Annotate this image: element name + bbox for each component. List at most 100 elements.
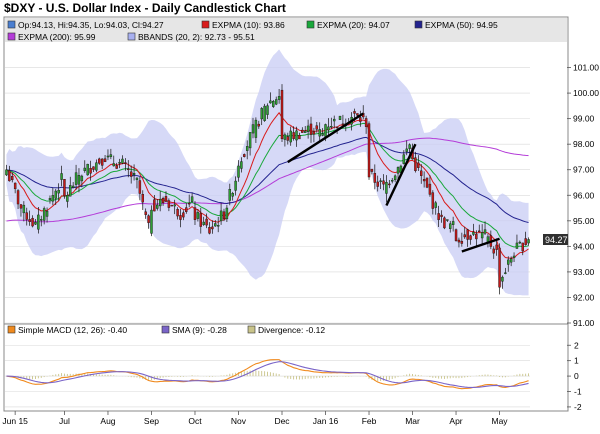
candle-body	[379, 180, 382, 182]
candle-body	[373, 172, 377, 183]
candle-body	[356, 113, 359, 116]
candle-body	[51, 195, 55, 202]
candle-body	[211, 226, 214, 230]
candle-body	[185, 207, 188, 212]
candle-body	[295, 130, 298, 141]
candle-body	[228, 188, 232, 201]
x-axis: Jun 15 Jul Aug Sep Oct Nov Dec Jan 16 Feb Mar Apr M…	[2, 411, 508, 426]
price-tick-label: 96.00	[573, 190, 595, 200]
trendline	[385, 143, 417, 207]
legend-expma50: EXPMA (50): 94.95	[425, 20, 498, 30]
candle-body	[167, 200, 171, 208]
candle-body	[205, 218, 208, 226]
candle-body	[28, 219, 31, 222]
candle-body	[274, 99, 278, 105]
candle-body	[60, 173, 63, 180]
candle-body	[324, 124, 327, 137]
candle-body	[115, 165, 118, 169]
month-label: Oct	[188, 416, 202, 426]
candle-body	[454, 229, 458, 241]
candle-body	[45, 210, 49, 217]
signal-line	[6, 361, 529, 389]
candle-body	[327, 126, 330, 131]
legend-ohlc: Op:94.13, Hi:94.35, Lo:94.03, Cl:94.27	[18, 20, 164, 30]
candle-body	[109, 154, 113, 157]
candle-body	[277, 96, 281, 100]
macd-tick-label: 2	[574, 340, 579, 350]
legend-bbands: BBANDS (20, 2): 92.73 - 95.51	[138, 32, 255, 42]
candle-body	[118, 162, 121, 164]
candle-body	[478, 230, 481, 233]
candle-body	[457, 239, 461, 243]
legend-macd: Simple MACD (12, 26): -0.40	[18, 325, 127, 335]
candle-body	[208, 227, 211, 234]
legend-expma200: EXPMA (200): 95.99	[18, 32, 96, 42]
candle-body	[25, 212, 28, 220]
candle-body	[245, 146, 249, 151]
macd-line	[6, 359, 529, 390]
candle-body	[257, 123, 261, 127]
candle-body	[341, 123, 345, 126]
candle-body	[170, 204, 173, 207]
macd-panel	[3, 323, 569, 412]
expma50-swatch	[414, 20, 423, 29]
macd-tick-label: 1	[574, 356, 579, 366]
candle-body	[66, 194, 69, 202]
candle-body	[144, 211, 147, 215]
candle-body	[106, 155, 110, 158]
candle-body	[190, 196, 194, 202]
candle-body	[129, 171, 133, 177]
candle-body	[405, 148, 408, 152]
candle-body	[451, 221, 455, 225]
macd-swatch	[7, 325, 16, 334]
candle-body	[187, 202, 191, 205]
candle-body	[240, 161, 243, 169]
candle-body	[121, 158, 124, 164]
candle-body	[63, 179, 66, 197]
price-tag-box	[543, 234, 568, 245]
candle-body	[512, 255, 516, 258]
candle-body	[391, 179, 394, 182]
price-tick-label: 98.00	[573, 139, 595, 149]
candle-body	[89, 168, 92, 174]
candle-body	[370, 168, 374, 172]
candle-body	[292, 132, 295, 139]
candle-body	[527, 239, 530, 244]
candle-body	[289, 130, 292, 143]
legend-divergence: Divergence: -0.12	[258, 325, 325, 335]
candle-body	[202, 221, 205, 225]
candle-body	[312, 131, 316, 135]
candle-body	[408, 144, 411, 149]
candle-body	[54, 190, 57, 199]
candle-body	[385, 182, 388, 194]
expma20-swatch	[306, 20, 315, 29]
trendline	[461, 237, 500, 253]
candle-body	[437, 213, 440, 220]
candle-body	[417, 162, 420, 168]
macd-tick-label: -2	[574, 402, 582, 412]
candle-body	[40, 219, 43, 221]
candle-body	[31, 217, 34, 227]
candle-body	[254, 119, 258, 138]
candle-body	[69, 185, 72, 197]
candle-body	[150, 209, 153, 234]
candle-body	[443, 217, 446, 229]
candle-body	[86, 163, 89, 176]
price-tick-label: 99.00	[573, 114, 595, 124]
candle-body	[425, 177, 429, 188]
candle-body	[359, 117, 362, 122]
candle-body	[338, 115, 342, 120]
candle-body	[483, 229, 487, 234]
candle-body	[243, 154, 246, 157]
candle-body	[518, 241, 522, 244]
candle-body	[480, 232, 484, 239]
bollinger-band	[6, 49, 529, 296]
candle-body	[283, 134, 287, 140]
trendline	[287, 112, 364, 164]
candle-body	[222, 211, 226, 220]
legend-expma20: EXPMA (20): 94.07	[317, 20, 390, 30]
candle-body	[388, 183, 391, 186]
price-tick-label: 92.00	[573, 292, 595, 302]
trendlines	[287, 112, 500, 253]
candle-body	[182, 212, 185, 218]
